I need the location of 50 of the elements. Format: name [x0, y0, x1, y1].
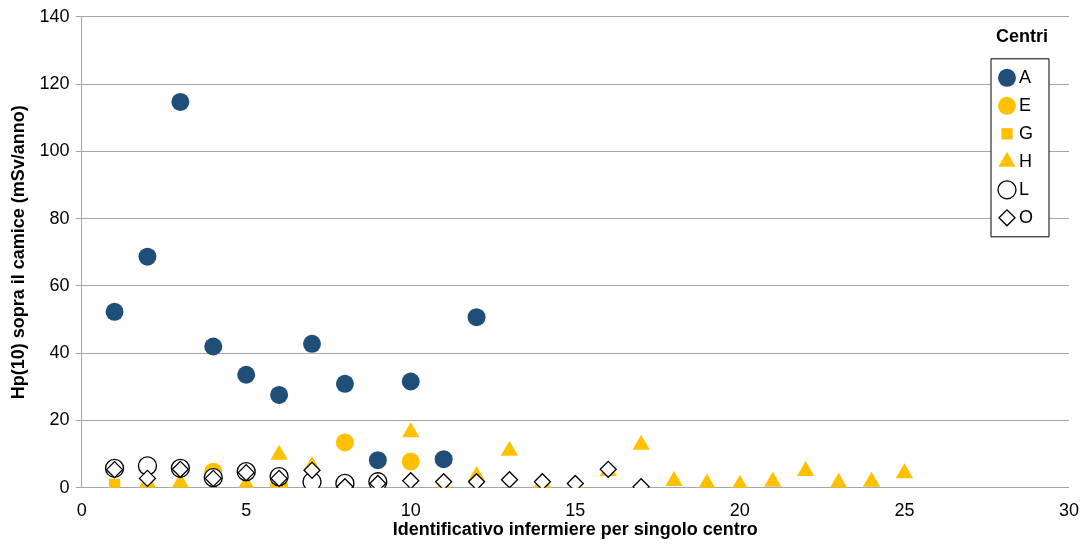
point [401, 372, 420, 391]
legend-label: L [1018, 178, 1029, 199]
point [237, 365, 256, 384]
y-tick-label: 40 [49, 342, 70, 363]
point [335, 433, 354, 452]
x-tick-label: 25 [894, 499, 915, 520]
point [105, 302, 124, 321]
point [270, 444, 288, 460]
x-tick-label: 20 [729, 499, 750, 520]
legend-title: Centri [995, 25, 1048, 46]
point [467, 308, 486, 327]
point [434, 450, 453, 469]
y-tick-label: 60 [49, 274, 70, 295]
point [467, 473, 486, 488]
y-tick-label: 100 [39, 140, 70, 161]
y-tick-label: 120 [39, 73, 70, 94]
y-tick-label: 80 [49, 207, 70, 228]
point [764, 471, 782, 487]
legend-label: O [1018, 206, 1033, 227]
x-tick-label: 5 [241, 499, 252, 520]
point [632, 434, 650, 450]
y-axis-title: Hp(10) sopra il camice (mSv/anno) [7, 105, 28, 400]
point [895, 463, 914, 479]
point [270, 385, 289, 404]
point [665, 471, 683, 487]
point [303, 461, 321, 479]
legend-label: E [1018, 94, 1031, 115]
x-tick-label: 30 [1058, 499, 1079, 520]
point [402, 472, 420, 488]
point [402, 422, 420, 438]
y-tick-label: 140 [39, 5, 70, 26]
point [335, 374, 354, 393]
legend-label: A [1018, 66, 1031, 87]
point [204, 337, 223, 356]
point [500, 440, 519, 456]
legend-label: H [1018, 150, 1032, 171]
point [401, 452, 420, 471]
point [368, 451, 387, 470]
point [862, 471, 881, 487]
legend-label: G [1018, 122, 1033, 143]
point [138, 247, 157, 266]
x-tick-label: 15 [565, 499, 586, 520]
y-tick-label: 0 [59, 476, 70, 497]
point [829, 472, 848, 488]
x-tick-label: 0 [76, 499, 87, 520]
x-axis-title: Identificativo infermiere per singolo centro [392, 519, 758, 540]
y-tick-label: 20 [49, 409, 70, 430]
point [797, 460, 815, 476]
x-tick-label: 10 [400, 499, 421, 520]
point [303, 334, 322, 353]
